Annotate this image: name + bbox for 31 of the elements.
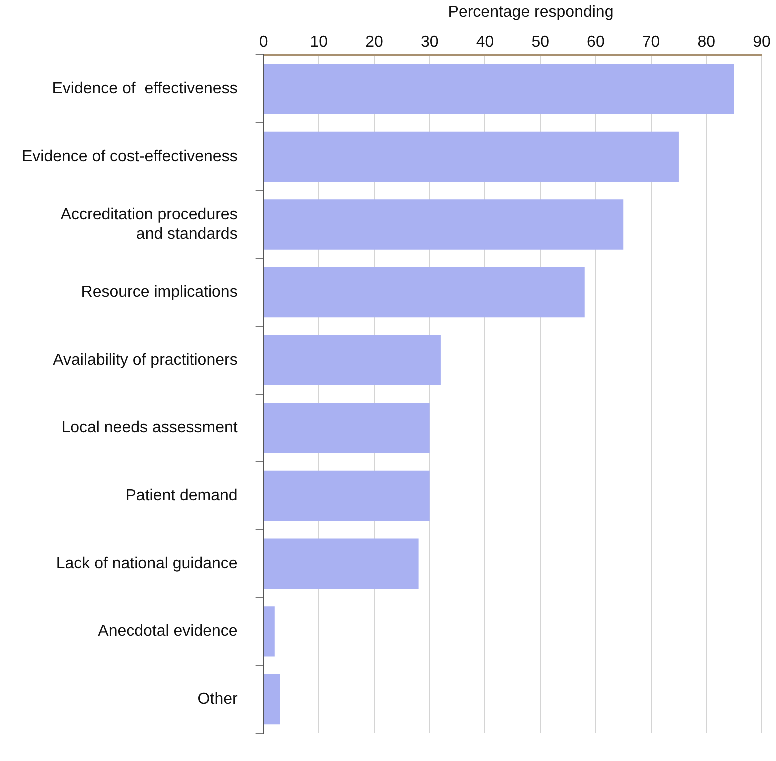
x-tick-label: 10 [310,34,328,52]
x-tick-label: 50 [532,34,550,52]
bar [264,200,624,250]
bar [264,674,280,725]
bar [264,606,275,657]
x-tick-label: 0 [259,34,268,52]
chart-title: Percentage responding [447,4,615,22]
bar [264,335,441,386]
x-tick-label: 80 [698,34,716,52]
bar [264,267,585,318]
y-tick-label: Patient demand [126,487,238,504]
y-tick-label: Other [198,690,238,708]
y-tick-label: Availability of practitioners [53,352,238,369]
bar [264,132,679,182]
x-tick-label: 40 [476,34,494,52]
bar [264,470,430,522]
x-tick-label: 90 [753,34,771,52]
x-tick-label: 20 [366,34,384,52]
bar [264,538,419,589]
y-tick-label: Lack of national guidance [56,555,238,572]
y-tick-label: Evidence of cost-effectiveness [22,148,238,166]
y-tick-label: Resource implications [81,284,238,301]
x-tick-label: 70 [642,34,660,52]
y-tick-label: Evidence of effectiveness [52,80,238,98]
y-tick-label: Accreditation procedures and standards [60,206,238,243]
x-tick-label: 30 [420,34,439,52]
bar [264,64,734,114]
y-tick-label: Local needs assessment [62,420,238,437]
x-tick-label: 60 [587,34,605,52]
bar [264,403,430,454]
y-tick-label: Anecdotal evidence [98,623,238,640]
